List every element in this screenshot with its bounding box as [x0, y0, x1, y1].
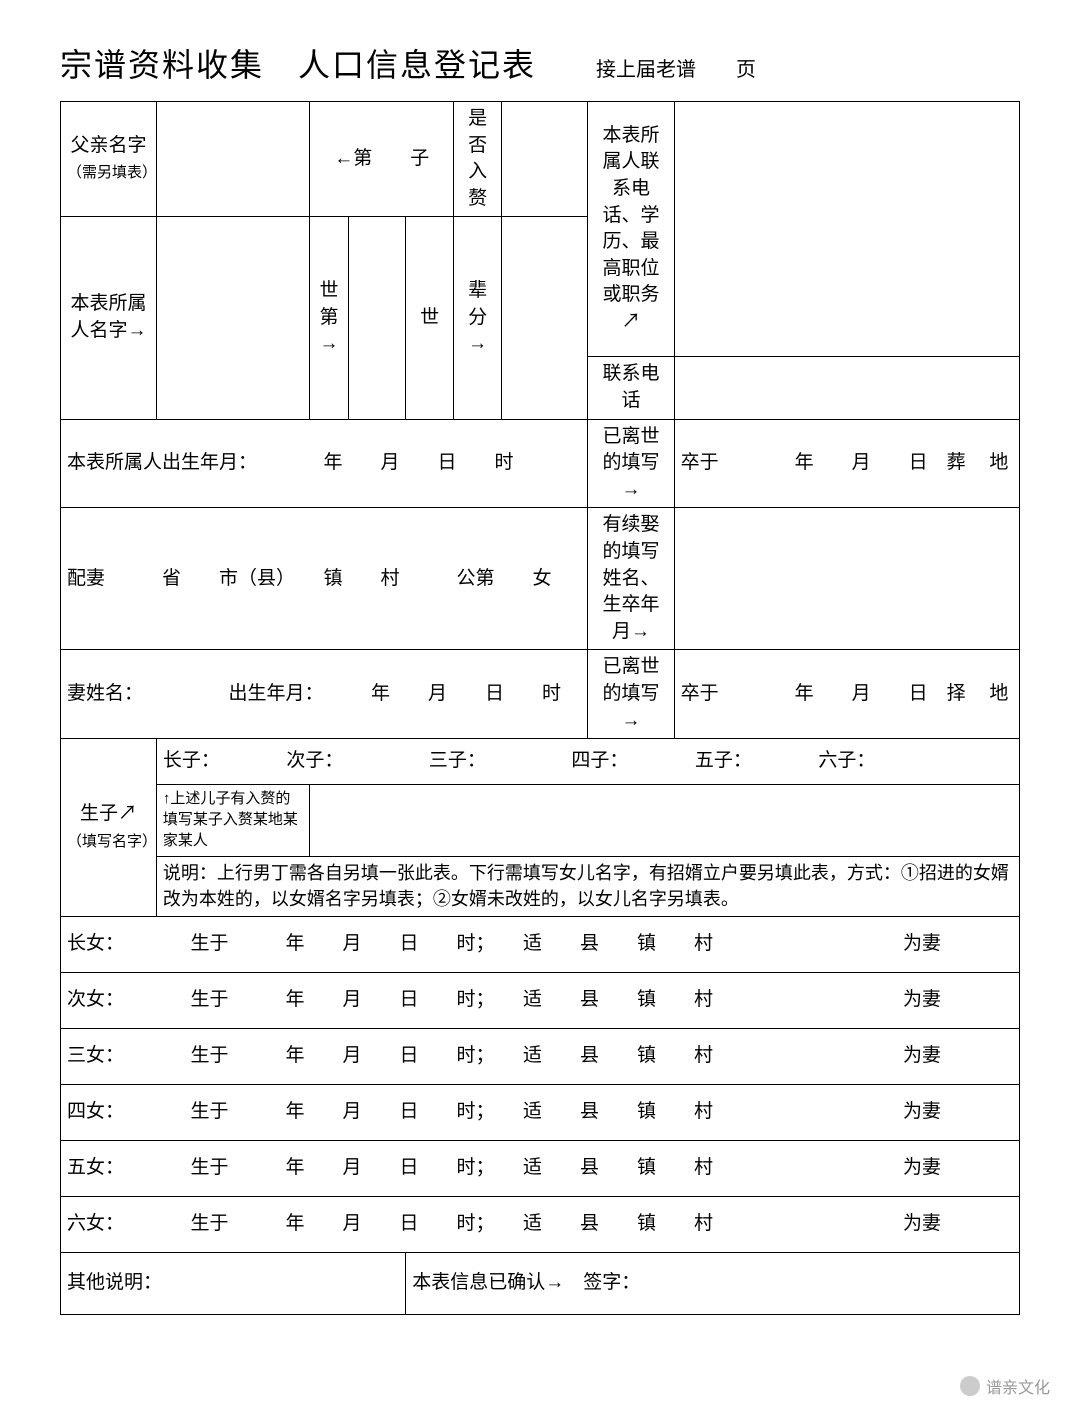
spouse-origin-field[interactable]: 配妻 省 市（县） 镇 村 公第 女 — [61, 508, 588, 650]
contact-info-field[interactable] — [674, 102, 1019, 357]
sons-zhui-note: ↑上述儿子有入赘的填写某子入赘某地某家某人 — [156, 785, 309, 857]
death-info-field[interactable]: 卒于 年 月 日 葬 地 — [674, 419, 1019, 508]
birth-date-field[interactable]: 本表所属人出生年月： 年 月 日 时 — [61, 419, 588, 508]
watermark: 谱亲文化 — [960, 1374, 1050, 1398]
wife-name-field[interactable]: 妻姓名： 出生年月： 年 月 日 时 — [61, 650, 588, 739]
remarry-label: 有续娶的填写姓名、生卒年月→ — [588, 508, 674, 650]
phone-field[interactable] — [674, 357, 1019, 419]
other-notes-field[interactable]: 其他说明： — [61, 1253, 406, 1315]
title-row: 宗谱资料收集 人口信息登记表 接上届老谱 页 — [60, 40, 1020, 86]
top-right-note: 接上届老谱 页 — [596, 53, 756, 82]
beifen-field[interactable] — [502, 217, 588, 419]
daughter-row-6[interactable]: 六女： 生于 年 月 日 时； 适 县 镇 村 为妻 — [61, 1197, 1020, 1253]
watermark-text: 谱亲文化 — [986, 1374, 1050, 1398]
deceased-label-1: 已离世的填写→ — [588, 419, 674, 508]
generation-field[interactable] — [348, 217, 406, 419]
generation-label: 世第→ — [310, 217, 348, 419]
zhui-label: 是否入赘 — [454, 102, 502, 217]
contact-info-label: 本表所属人联系电话、学历、最高职位或职务↗ — [588, 102, 674, 357]
zhui-field[interactable] — [502, 102, 588, 217]
wechat-icon — [960, 1376, 980, 1396]
daughter-row-2[interactable]: 次女： 生于 年 月 日 时； 适 县 镇 村 为妻 — [61, 973, 1020, 1029]
sons-list-field[interactable]: 长子： 次子： 三子： 四子： 五子： 六子： — [156, 739, 1019, 785]
form-title: 宗谱资料收集 人口信息登记表 — [60, 40, 536, 86]
daughter-row-5[interactable]: 五女： 生于 年 月 日 时； 适 县 镇 村 为妻 — [61, 1141, 1020, 1197]
deceased-label-2: 已离世的填写→ — [588, 650, 674, 739]
phone-label: 联系电话 — [588, 357, 674, 419]
daughter-row-3[interactable]: 三女： 生于 年 月 日 时； 适 县 镇 村 为妻 — [61, 1029, 1020, 1085]
confirm-signature-field[interactable]: 本表信息已确认→ 签字： — [406, 1253, 1020, 1315]
daughter-row-4[interactable]: 四女： 生于 年 月 日 时； 适 县 镇 村 为妻 — [61, 1085, 1020, 1141]
owner-name-field[interactable] — [156, 217, 309, 419]
generation-shi: 世 — [406, 217, 454, 419]
child-order-label[interactable]: ←第 子 — [310, 102, 454, 217]
father-name-label: 父亲名字 （需另填表） — [61, 102, 157, 217]
form-table: 父亲名字 （需另填表） ←第 子 是否入赘 本表所属人联系电话、学历、最高职位或… — [60, 101, 1020, 1315]
owner-name-label: 本表所属人名字→ — [61, 217, 157, 419]
sons-label: 生子↗ （填写名字） — [61, 739, 157, 917]
father-name-field[interactable] — [156, 102, 309, 217]
sons-zhui-field[interactable] — [310, 785, 1020, 857]
daughter-row-1[interactable]: 长女： 生于 年 月 日 时； 适 县 镇 村 为妻 — [61, 917, 1020, 973]
wife-death-field[interactable]: 卒于 年 月 日 择 地 — [674, 650, 1019, 739]
explanation-text: 说明：上行男丁需各自另填一张此表。下行需填写女儿名字，有招婿立户要另填此表，方式… — [156, 857, 1019, 917]
beifen-label: 辈分→ — [454, 217, 502, 419]
remarry-field[interactable] — [674, 508, 1019, 650]
